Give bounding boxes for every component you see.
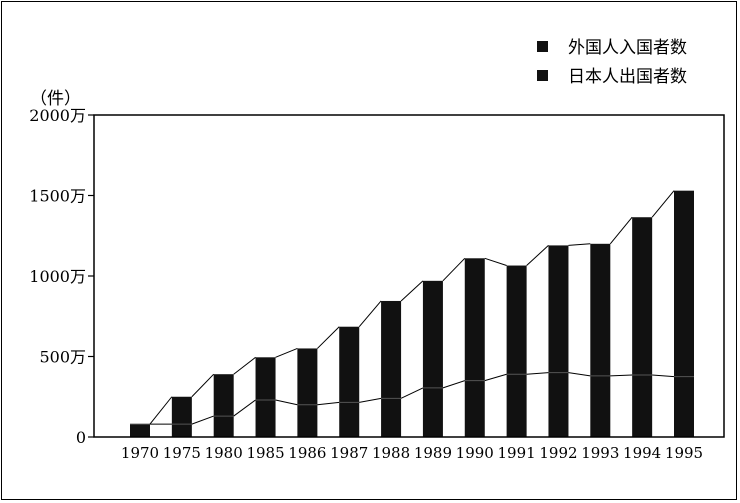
series-1-segment [484, 257, 507, 267]
bar-1986 [297, 348, 318, 437]
series-0-segment [442, 380, 465, 389]
series-1-segment [442, 257, 466, 282]
bar-1990 [464, 258, 485, 437]
bar-1991 [506, 265, 527, 437]
x-tick-label: 1993 [581, 444, 619, 462]
x-tick-label: 1987 [330, 444, 368, 462]
series-1-segment [191, 373, 215, 398]
x-tick-label: 1986 [288, 444, 326, 462]
x-tick-label: 1990 [456, 444, 494, 462]
legend-marker [537, 41, 548, 52]
series-0-segment [400, 387, 424, 399]
series-1-segment [568, 243, 591, 246]
series-1-segment [317, 326, 340, 349]
series-1-segment [400, 280, 424, 302]
legend-marker [537, 70, 548, 81]
x-tick-label: 1980 [205, 444, 243, 462]
bar-1985 [255, 357, 276, 437]
y-tick-label: 1000万 [29, 267, 86, 286]
bar-1980 [213, 374, 234, 437]
plot-area [93, 114, 725, 438]
y-tick-label: 1500万 [29, 187, 86, 206]
bar-1989 [422, 280, 443, 437]
x-axis: 1970 1975 1980 1985 1986 1987 1988 1989 1990 1991… [121, 444, 703, 462]
bar-1993 [590, 243, 611, 437]
series-1-segment [609, 216, 633, 245]
series-lines [130, 190, 694, 425]
y-axis: 0 500万 1000万 1500万 2000万 [29, 106, 94, 447]
bar-1995 [674, 190, 694, 437]
x-tick-label: 1975 [163, 444, 201, 462]
series-0-segment [317, 401, 340, 406]
bar-1988 [381, 300, 402, 437]
x-tick-label: 1970 [121, 444, 159, 462]
x-tick-label: 1988 [372, 444, 410, 462]
series-0-segment [484, 373, 507, 382]
bar-1970 [130, 424, 150, 437]
x-tick-label: 1991 [498, 444, 536, 462]
x-tick-label: 1989 [414, 444, 452, 462]
y-tick-label: 2000万 [29, 106, 86, 125]
series-1-segment [526, 245, 549, 266]
series-0-segment [233, 399, 256, 417]
series-0-segment [526, 372, 549, 375]
series-1-segment [275, 347, 298, 358]
bar-1994 [632, 217, 653, 437]
series-0-segment [275, 399, 298, 406]
y-tick-label: 500万 [39, 348, 86, 367]
bar-1987 [339, 326, 360, 437]
series-0-segment [568, 372, 591, 377]
series-0-segment [359, 397, 382, 403]
bar-1992 [548, 245, 569, 437]
y-unit-label: （件） [30, 89, 81, 109]
x-tick-label: 1994 [623, 444, 661, 462]
series-0-segment [652, 374, 675, 378]
legend-label: 外国人入国者数 [568, 38, 687, 58]
bars [130, 190, 694, 437]
x-tick-label: 1992 [539, 444, 577, 462]
bar-1975 [171, 396, 192, 437]
legend-label: 日本人出国者数 [568, 67, 687, 87]
x-tick-label: 1985 [246, 444, 284, 462]
series-1-segment [651, 190, 675, 218]
series-1-segment [358, 300, 382, 328]
y-tick-label: 0 [76, 428, 86, 447]
series-1-segment [149, 396, 173, 425]
series-0-segment [610, 374, 633, 377]
series-1-segment [233, 356, 256, 375]
series-0-segment [191, 415, 214, 425]
x-tick-label: 1995 [665, 444, 703, 462]
